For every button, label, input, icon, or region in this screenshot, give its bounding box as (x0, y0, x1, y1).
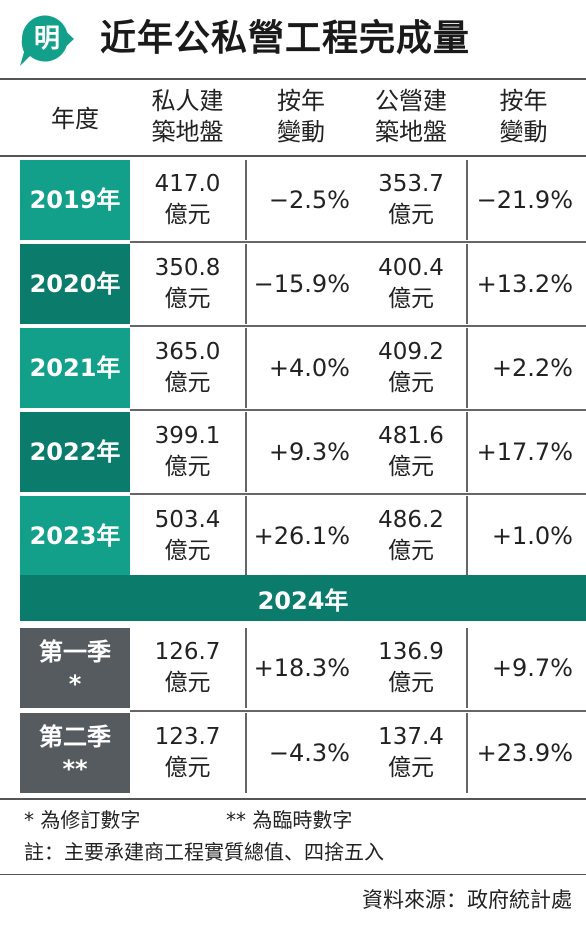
column-divider (245, 244, 247, 324)
provisional-note: ** 為臨時數字 (226, 808, 353, 832)
private-value: 350.8 億元 (154, 255, 221, 312)
row-divider (130, 409, 586, 411)
public-value: 136.9 億元 (378, 639, 444, 696)
column-divider (245, 496, 247, 576)
table-row: 2020年 350.8 億元 −15.9% 400.4 億元 +13.2% (0, 244, 586, 324)
row-divider (130, 710, 586, 712)
table-row: 2022年 399.1 億元 +9.3% 481.6 億元 +17.7% (0, 412, 586, 492)
public-change: +13.2% (476, 270, 573, 298)
column-divider (245, 160, 247, 240)
column-header-public: 公營建 築地盤 (375, 87, 447, 146)
column-header-year: 年度 (51, 105, 99, 133)
column-header-public-change: 按年 變動 (499, 87, 548, 146)
column-divider (466, 412, 468, 492)
year-label: 2021年 (20, 328, 130, 408)
private-value: 365.0 億元 (154, 339, 221, 396)
private-value: 417.0 億元 (154, 171, 221, 228)
public-value: 486.2 億元 (378, 507, 444, 564)
column-divider (245, 628, 247, 708)
public-change: +2.2% (491, 354, 573, 382)
page-title: 近年公私營工程完成量 (100, 18, 471, 59)
header-divider (0, 155, 586, 157)
column-divider (466, 628, 468, 708)
private-change: +26.1% (253, 522, 350, 550)
private-change: −15.9% (253, 270, 350, 298)
logo-character: 明 (33, 24, 60, 54)
public-change: +1.0% (491, 522, 573, 550)
table-row: 2021年 365.0 億元 +4.0% 409.2 億元 +2.2% (0, 328, 586, 408)
table-bottom-rule (0, 798, 586, 800)
private-change: −4.3% (268, 739, 350, 767)
row-divider (130, 325, 586, 327)
private-change: −2.5% (268, 186, 350, 214)
column-divider (466, 328, 468, 408)
row-divider (130, 493, 586, 495)
year-2024-band: 2024年 (20, 575, 586, 621)
year-label: 2023年 (20, 496, 130, 576)
private-value: 126.7 億元 (154, 639, 221, 696)
public-value: 137.4 億元 (378, 724, 444, 781)
source-credit: 資料來源：政府統計處 (362, 888, 572, 912)
footnote: 註：主要承建商工程實質總值、四捨五入 (24, 840, 384, 864)
quarter-label: 第一季 * (20, 628, 130, 708)
private-change: +9.3% (268, 438, 350, 466)
private-value: 399.1 億元 (154, 423, 221, 480)
public-value: 481.6 億元 (378, 423, 444, 480)
header: 明 近年公私營工程完成量 (0, 0, 586, 78)
public-value: 400.4 億元 (378, 255, 444, 312)
public-change: +17.7% (476, 438, 573, 466)
title-divider (0, 78, 586, 80)
column-divider (245, 328, 247, 408)
private-value: 503.4 億元 (154, 507, 221, 564)
column-divider (466, 713, 468, 793)
private-change: +18.3% (253, 654, 350, 682)
column-divider (466, 496, 468, 576)
year-label: 2022年 (20, 412, 130, 492)
public-change: +9.7% (491, 654, 573, 682)
table-row: 2023年 503.4 億元 +26.1% 486.2 億元 +1.0% (0, 496, 586, 576)
year-label: 2020年 (20, 244, 130, 324)
column-header-private-change: 按年 變動 (277, 87, 325, 146)
footer-divider (0, 874, 586, 875)
row-divider (130, 241, 586, 243)
public-value: 409.2 億元 (378, 339, 444, 396)
column-divider (466, 244, 468, 324)
table-row: 第一季 * 126.7 億元 +18.3% 136.9 億元 +9.7% (0, 628, 586, 708)
column-header-private: 私人建 築地盤 (151, 87, 224, 146)
column-divider (245, 412, 247, 492)
public-change: +23.9% (476, 739, 573, 767)
quarter-label: 第二季 ** (20, 713, 130, 793)
private-change: +4.0% (268, 354, 350, 382)
column-divider (245, 713, 247, 793)
table-row: 第二季 ** 123.7 億元 −4.3% 137.4 億元 +23.9% (0, 713, 586, 793)
column-divider (466, 160, 468, 240)
private-value: 123.7 億元 (154, 724, 221, 781)
revised-note: * 為修訂數字 (24, 808, 141, 832)
public-value: 353.7 億元 (378, 171, 444, 228)
public-change: −21.9% (476, 186, 573, 214)
year-label: 2019年 (20, 160, 130, 240)
ming-pao-logo-icon (20, 15, 74, 66)
table-row: 2019年 417.0 億元 −2.5% 353.7 億元 −21.9% (0, 160, 586, 240)
